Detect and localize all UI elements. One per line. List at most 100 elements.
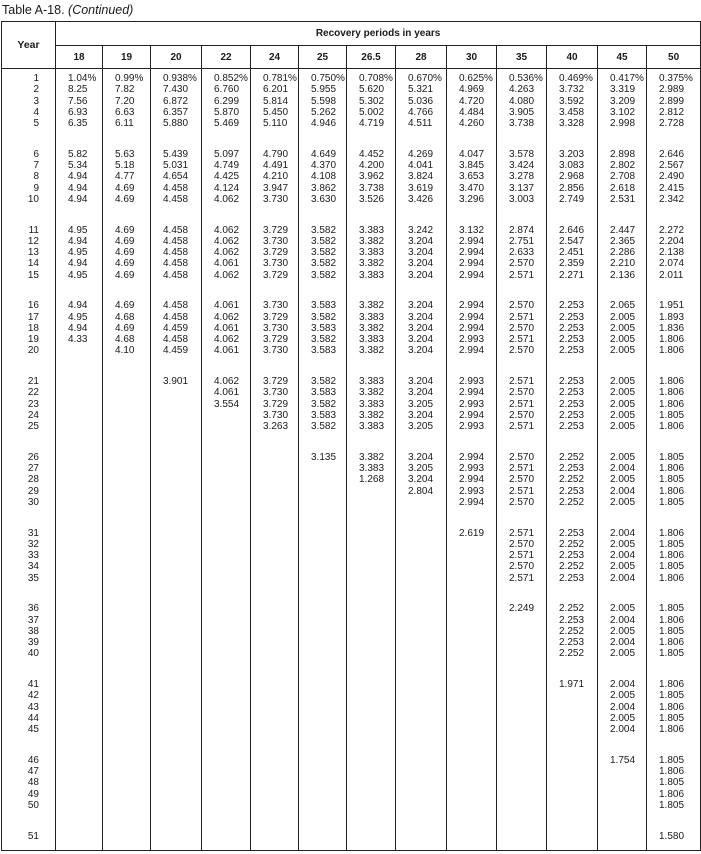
rate-cell: 4.061 bbox=[201, 387, 251, 399]
rate-cell: 2.570 bbox=[496, 258, 547, 270]
rate-cell bbox=[446, 550, 497, 562]
rate-cell: 3.382 bbox=[346, 258, 396, 270]
year-cell: 12 bbox=[1, 235, 56, 247]
rate-cell: 3.729 bbox=[250, 247, 299, 259]
table-row: 36 2.249 2.252 2.005 1.805 bbox=[1, 603, 701, 615]
rate-cell: 4.108 bbox=[298, 171, 347, 183]
rate-cell bbox=[250, 572, 299, 584]
spacer-cell bbox=[645, 659, 701, 679]
rate-cell: 2.570 bbox=[496, 496, 547, 508]
spacer-cell bbox=[645, 583, 701, 604]
rate-cell bbox=[150, 603, 202, 615]
rate-cell: 2.968 bbox=[546, 171, 598, 183]
rate-cell: 2.571 bbox=[496, 334, 547, 346]
rate-cell: 2.447 bbox=[597, 224, 647, 236]
rate-cell bbox=[102, 463, 151, 475]
rate-cell: 1.836 bbox=[645, 322, 701, 334]
rate-cell bbox=[55, 550, 103, 562]
rate-cell: 2.005 bbox=[597, 334, 647, 346]
rate-cell bbox=[201, 648, 251, 660]
rate-cell: 3.003 bbox=[496, 193, 547, 205]
rate-cell: 2.004 bbox=[597, 701, 647, 713]
rate-cell: 4.458 bbox=[150, 182, 202, 194]
rate-cell: 7.430 bbox=[150, 84, 202, 96]
table-row: 10 4.94 4.69 4.458 4.062 3.730 3.630 3.526 3.426… bbox=[1, 193, 701, 205]
table-continued-note: (Continued) bbox=[68, 3, 134, 17]
spacer-cell bbox=[395, 280, 447, 301]
recovery-period-columns: 18 19 20 22 24 25 26.5 28 30 35 40 45 50 bbox=[2, 45, 701, 69]
spacer-cell bbox=[1, 129, 56, 149]
rate-cell: 1.806 bbox=[645, 679, 701, 691]
rate-cell: 2.253 bbox=[546, 527, 598, 539]
rate-cell bbox=[55, 538, 103, 550]
rate-cell bbox=[395, 527, 447, 539]
rate-cell: 4.062 bbox=[201, 224, 251, 236]
rate-cell bbox=[346, 701, 396, 713]
year-cell: 5 bbox=[1, 118, 56, 130]
rate-cell: 3.578 bbox=[496, 148, 547, 160]
rate-cell: 4.33 bbox=[55, 334, 103, 346]
rate-cell: 4.041 bbox=[395, 160, 447, 172]
rate-cell bbox=[496, 799, 547, 811]
spacer-cell bbox=[446, 583, 497, 604]
rate-cell: 3.383 bbox=[346, 269, 396, 281]
rate-cell bbox=[496, 788, 547, 800]
year-cell: 50 bbox=[1, 799, 56, 811]
rate-cell: 2.253 bbox=[546, 322, 598, 334]
rate-cell: 4.69 bbox=[102, 224, 151, 236]
rate-cell bbox=[102, 648, 151, 660]
rate-cell bbox=[55, 409, 103, 421]
rate-cell: 2.646 bbox=[546, 224, 598, 236]
rate-cell: 3.204 bbox=[395, 235, 447, 247]
rate-cell bbox=[102, 409, 151, 421]
rate-cell bbox=[298, 690, 347, 702]
rate-cell: 5.262 bbox=[298, 106, 347, 118]
table-row: 14 4.94 4.69 4.458 4.061 3.730 3.582 3.382 3.204… bbox=[1, 258, 701, 270]
rate-cell: 2.571 bbox=[496, 398, 547, 410]
rate-cell: 4.458 bbox=[150, 300, 202, 312]
rate-cell bbox=[55, 572, 103, 584]
rate-cell: 2.210 bbox=[597, 258, 647, 270]
year-cell: 40 bbox=[1, 648, 56, 660]
rate-cell bbox=[55, 451, 103, 463]
rate-cell: 1.805 bbox=[645, 474, 701, 486]
spacer-cell bbox=[597, 659, 647, 679]
rate-cell: 1.805 bbox=[645, 799, 701, 811]
rate-cell: 4.94 bbox=[55, 258, 103, 270]
spacer-cell bbox=[546, 205, 598, 225]
spacer-cell bbox=[597, 432, 647, 452]
table-row: 18 4.94 4.69 4.459 4.061 3.730 3.583 3.382 3.204… bbox=[1, 322, 701, 334]
rate-cell: 4.458 bbox=[150, 224, 202, 236]
spacer-cell bbox=[496, 583, 547, 604]
rate-cell: 1.806 bbox=[645, 614, 701, 626]
rate-cell: 2.253 bbox=[546, 409, 598, 421]
table-row: 41 1.971 2.004 1.806 bbox=[1, 679, 701, 691]
year-cell: 16 bbox=[1, 300, 56, 312]
rate-cell bbox=[150, 637, 202, 649]
rate-cell: 5.18 bbox=[102, 160, 151, 172]
rate-cell: 3.204 bbox=[395, 322, 447, 334]
table-row: 13 4.95 4.69 4.458 4.062 3.729 3.582 3.383 3.204… bbox=[1, 247, 701, 259]
rate-cell bbox=[395, 648, 447, 660]
rate-cell bbox=[250, 679, 299, 691]
rate-cell: 2.005 bbox=[597, 625, 647, 637]
rate-cell: 2.253 bbox=[546, 614, 598, 626]
rate-cell bbox=[298, 679, 347, 691]
rate-cell: 4.062 bbox=[201, 269, 251, 281]
rate-cell: 1.806 bbox=[645, 527, 701, 539]
rate-cell bbox=[298, 724, 347, 736]
rate-cell bbox=[298, 788, 347, 800]
rate-cell: 3.582 bbox=[298, 247, 347, 259]
rate-cell: 3.582 bbox=[298, 398, 347, 410]
rate-cell: 6.63 bbox=[102, 106, 151, 118]
year-cell: 11 bbox=[1, 224, 56, 236]
rate-cell: 2.004 bbox=[597, 463, 647, 475]
spacer-cell bbox=[201, 735, 251, 755]
rate-cell: 3.328 bbox=[546, 118, 598, 130]
rate-cell bbox=[546, 701, 598, 713]
spacer-cell bbox=[1, 583, 56, 604]
rate-cell bbox=[298, 799, 347, 811]
rate-cell: 3.730 bbox=[250, 409, 299, 421]
rate-cell: 2.253 bbox=[546, 463, 598, 475]
rate-cell: 2.619 bbox=[446, 527, 497, 539]
